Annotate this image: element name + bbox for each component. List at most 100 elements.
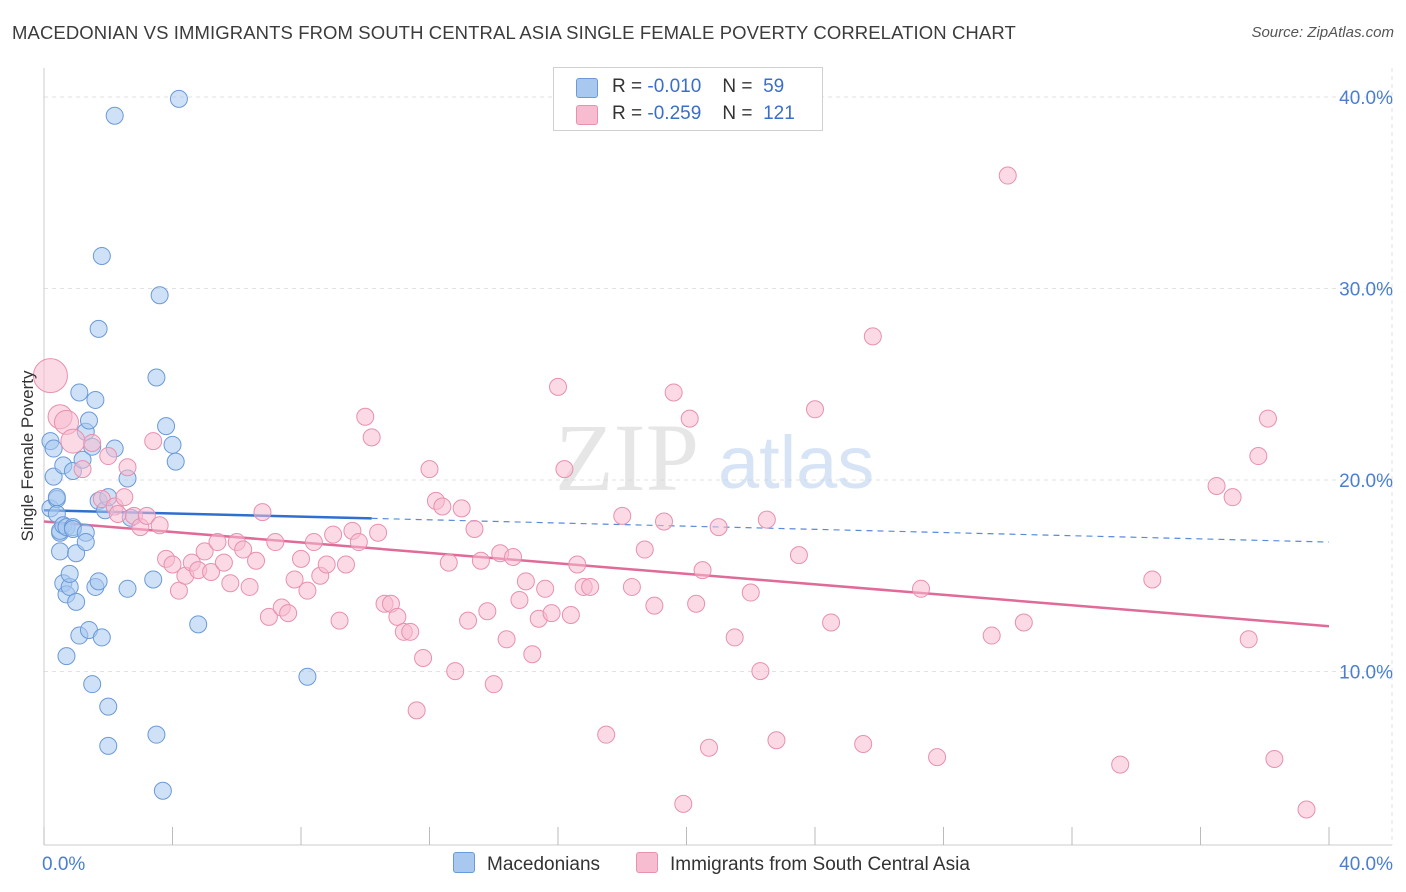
point-immigrants <box>169 581 188 600</box>
point-immigrants <box>420 460 439 479</box>
point-immigrants <box>806 400 824 419</box>
point-immigrants <box>118 458 137 477</box>
point-immigrants <box>655 512 674 531</box>
point-macedonians <box>169 89 188 108</box>
point-immigrants <box>388 607 407 626</box>
point-immigrants <box>542 604 561 623</box>
point-immigrants <box>699 738 718 757</box>
point-immigrants <box>137 506 156 525</box>
point-macedonians <box>147 725 166 744</box>
point-immigrants <box>725 628 744 647</box>
point-immigrants <box>465 519 484 538</box>
point-macedonians <box>105 106 124 125</box>
point-immigrants <box>336 555 355 574</box>
point-immigrants <box>751 662 770 681</box>
point-immigrants <box>144 432 163 451</box>
point-immigrants <box>555 460 574 479</box>
point-immigrants <box>195 542 214 561</box>
point-macedonians <box>76 533 95 552</box>
point-macedonians <box>70 383 89 402</box>
point-immigrants <box>478 602 497 621</box>
point-immigrants <box>982 626 1001 645</box>
point-macedonians <box>163 435 182 454</box>
point-immigrants <box>1111 755 1130 774</box>
watermark-zip: ZIP <box>555 404 699 511</box>
point-immigrants <box>73 460 92 479</box>
x-tick-label-start: 0.0% <box>42 854 85 875</box>
point-immigrants <box>687 594 706 613</box>
trend-line-dashed <box>371 517 1330 543</box>
point-macedonians <box>86 390 105 409</box>
point-immigrants <box>1265 749 1284 768</box>
bottom-legend-swatch-blue <box>453 852 475 873</box>
watermark: ZIP atlas <box>555 404 874 511</box>
x-tick-label-end: 40.0% <box>1339 854 1393 875</box>
legend-swatch-blue <box>576 78 598 98</box>
axes <box>43 68 1393 846</box>
point-immigrants <box>266 533 285 552</box>
point-immigrants <box>1297 800 1316 819</box>
legend-r-label: R = <box>612 76 643 97</box>
point-immigrants <box>1207 476 1226 495</box>
point-immigrants <box>664 383 683 402</box>
point-immigrants <box>912 579 931 598</box>
point-immigrants <box>645 596 664 615</box>
point-immigrants <box>115 488 134 507</box>
point-immigrants <box>407 701 426 720</box>
y-tick-label: 40.0% <box>1339 88 1393 109</box>
point-macedonians <box>144 570 163 589</box>
point-macedonians <box>89 572 108 591</box>
point-immigrants <box>789 546 808 565</box>
legend-r-value: -0.259 <box>647 103 702 124</box>
point-macedonians <box>150 286 169 305</box>
point-macedonians <box>166 452 185 471</box>
point-immigrants <box>471 551 490 570</box>
point-immigrants <box>240 577 259 596</box>
point-immigrants <box>202 562 221 581</box>
point-immigrants <box>928 748 947 767</box>
point-macedonians <box>147 368 166 387</box>
point-immigrants <box>568 555 587 574</box>
point-immigrants <box>99 447 118 466</box>
point-immigrants <box>549 377 567 396</box>
point-macedonians <box>298 667 317 686</box>
point-macedonians <box>47 488 66 507</box>
point-immigrants <box>581 577 600 596</box>
point-immigrants <box>1239 630 1258 649</box>
data-points <box>32 89 1316 819</box>
point-immigrants <box>741 583 760 602</box>
point-immigrants <box>221 574 240 593</box>
point-macedonians <box>189 615 208 634</box>
point-immigrants <box>674 794 693 813</box>
point-immigrants <box>279 604 298 623</box>
point-immigrants <box>369 523 388 542</box>
point-macedonians <box>118 579 137 598</box>
point-immigrants <box>32 358 68 394</box>
point-macedonians <box>92 628 111 647</box>
point-immigrants <box>247 551 266 570</box>
point-macedonians <box>99 736 118 755</box>
point-immigrants <box>622 577 641 596</box>
point-immigrants <box>401 622 420 641</box>
point-immigrants <box>854 735 873 754</box>
point-immigrants <box>253 503 272 522</box>
y-tick-label: 30.0% <box>1339 280 1393 301</box>
point-immigrants <box>516 572 535 591</box>
trend-lines <box>43 509 1330 628</box>
point-immigrants <box>150 516 169 535</box>
bottom-legend-swatch-pink <box>636 852 658 873</box>
bottom-legend-label: Macedonians <box>487 854 601 875</box>
legend-n-label: N = <box>722 103 753 124</box>
legend-n-value: 121 <box>763 103 795 124</box>
gridlines <box>44 96 1392 672</box>
point-macedonians <box>157 417 176 436</box>
point-immigrants <box>208 533 227 552</box>
point-immigrants <box>1258 409 1277 428</box>
point-immigrants <box>214 553 233 572</box>
point-immigrants <box>292 549 310 568</box>
point-immigrants <box>459 611 478 630</box>
point-immigrants <box>757 510 776 529</box>
point-immigrants <box>356 407 375 426</box>
point-immigrants <box>108 505 127 524</box>
